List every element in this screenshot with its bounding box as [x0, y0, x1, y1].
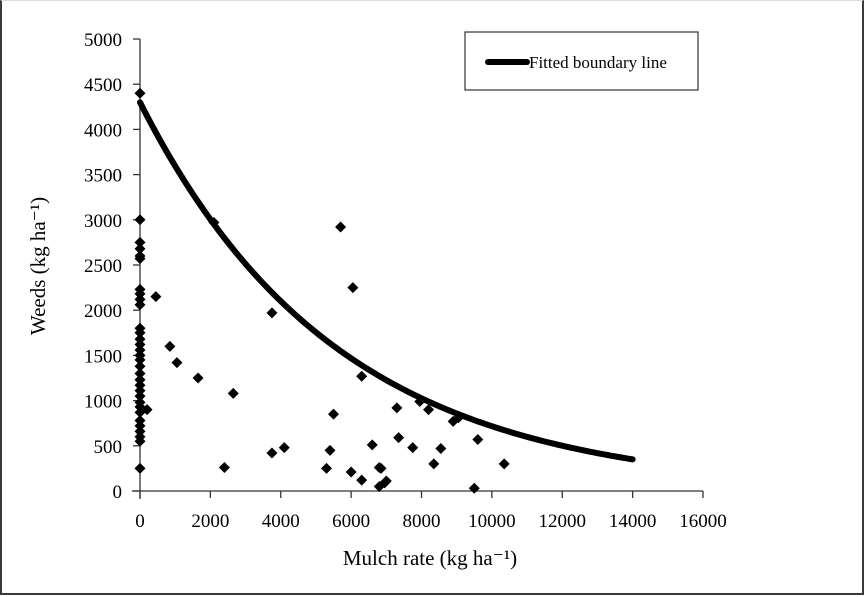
data-point-marker: [452, 412, 464, 424]
y-tick-label: 2000: [84, 301, 122, 322]
data-point-marker: [134, 435, 146, 447]
data-point-marker: [356, 370, 368, 382]
data-point-marker: [324, 444, 336, 456]
data-point-marker: [208, 217, 220, 229]
data-points: [134, 87, 510, 494]
data-point-marker: [134, 462, 146, 474]
y-tick-label: 4000: [84, 120, 122, 141]
axes: [132, 39, 703, 499]
data-point-marker: [391, 402, 403, 414]
data-point-marker: [134, 367, 146, 379]
data-point-marker: [347, 282, 359, 294]
y-tick-label: 5000: [84, 30, 122, 51]
y-axis-title: Weeds (kg ha⁻¹): [26, 197, 50, 335]
data-point-marker: [227, 387, 239, 399]
y-tick-label: 0: [113, 482, 123, 503]
data-point-marker: [266, 307, 278, 319]
data-point-marker: [468, 482, 480, 494]
data-point-marker: [134, 360, 146, 372]
data-point-marker: [472, 433, 484, 445]
data-point-marker: [134, 243, 146, 255]
x-tick-label: 6000: [332, 511, 370, 532]
y-tick-label: 4500: [84, 75, 122, 96]
data-point-marker: [134, 299, 146, 311]
data-point-marker: [356, 474, 368, 486]
data-point-marker: [345, 466, 357, 478]
data-point-marker: [218, 461, 230, 473]
y-tick-label: 500: [94, 437, 123, 458]
data-point-marker: [380, 475, 392, 487]
y-tick-label: 3000: [84, 211, 122, 232]
fitted-boundary-line: [137, 99, 636, 463]
x-tick-label: 10000: [468, 511, 516, 532]
data-point-marker: [428, 458, 440, 470]
y-axis-ticks: 0 500 1000 1500 2000 2500 3000 3500 4000 4500 5000: [84, 30, 140, 503]
data-point-marker: [134, 236, 146, 248]
data-point-marker: [134, 327, 146, 339]
data-point-marker: [423, 404, 435, 416]
data-point-marker: [278, 442, 290, 454]
data-point-marker: [134, 354, 146, 366]
x-axis-title: Mulch rate (kg ha⁻¹): [343, 546, 517, 570]
data-point-marker: [134, 390, 146, 402]
legend: Fitted boundary line: [464, 31, 699, 91]
data-point-marker: [320, 462, 332, 474]
x-tick-label: 12000: [539, 511, 587, 532]
x-axis-ticks: 0 2000 4000 6000 8000 10000 12000 14000 16000: [135, 491, 727, 532]
data-point-marker: [366, 439, 378, 451]
data-point-marker: [141, 404, 153, 416]
x-tick-label: 0: [135, 511, 145, 532]
data-point-marker: [134, 253, 146, 265]
data-point-marker: [150, 291, 162, 303]
x-tick-label: 14000: [609, 511, 657, 532]
data-point-marker: [192, 372, 204, 384]
y-tick-label: 3500: [84, 166, 122, 187]
data-point-marker: [171, 357, 183, 369]
data-point-marker: [164, 340, 176, 352]
y-tick-label: 1500: [84, 346, 122, 367]
data-point-marker: [435, 443, 447, 455]
data-point-marker: [393, 432, 405, 444]
data-point-marker: [407, 442, 419, 454]
data-point-marker: [328, 408, 340, 420]
data-point-marker: [266, 447, 278, 459]
data-point-marker: [134, 87, 146, 99]
data-point-marker: [375, 462, 387, 474]
data-point-marker: [335, 221, 347, 233]
x-tick-label: 8000: [403, 511, 441, 532]
x-tick-label: 2000: [191, 511, 229, 532]
x-tick-label: 4000: [262, 511, 300, 532]
data-point-marker: [414, 396, 426, 408]
y-tick-label: 2500: [84, 256, 122, 277]
data-point-marker: [134, 214, 146, 226]
x-tick-label: 16000: [679, 511, 727, 532]
data-point-marker: [498, 458, 510, 470]
y-tick-label: 1000: [84, 392, 122, 413]
legend-label: Fitted boundary line: [529, 53, 667, 72]
